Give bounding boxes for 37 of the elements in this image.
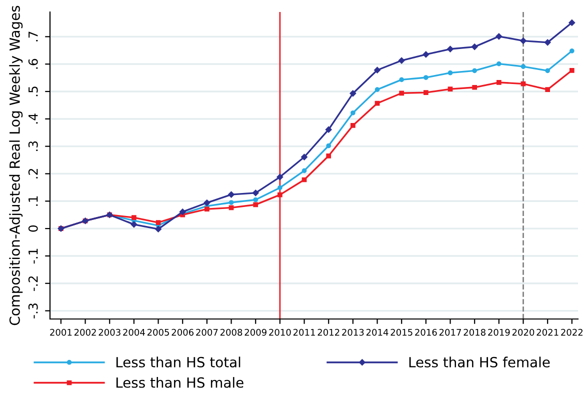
- x-tick-label: 2008: [220, 328, 242, 336]
- x-tick-label: 2005: [147, 328, 169, 336]
- y-tick-label: -.2: [28, 276, 38, 291]
- y-tick-label: .4: [28, 114, 38, 124]
- x-tick-label: 2003: [98, 328, 120, 336]
- x-tick-label: 2016: [415, 328, 437, 336]
- x-tick-label: 2004: [123, 328, 145, 336]
- x-tick-label: 2017: [439, 328, 461, 336]
- x-tick-label: 2001: [50, 328, 72, 336]
- x-tick-label: 2021: [536, 328, 558, 336]
- y-tick-label: .2: [28, 169, 38, 178]
- x-tick-label: 2013: [342, 328, 364, 336]
- x-tick-label: 2002: [74, 328, 96, 336]
- y-tick-label: -.1: [28, 248, 38, 264]
- y-tick-label: .7: [28, 32, 38, 42]
- x-tick-label: 2020: [512, 328, 534, 336]
- y-tick-label: .5: [28, 86, 38, 96]
- x-tick-label: 2019: [488, 328, 510, 336]
- x-tick-label: 2012: [318, 328, 340, 336]
- y-tick-label: .6: [28, 58, 38, 69]
- x-tick-label: 2015: [390, 328, 412, 336]
- x-tick-label: 2007: [196, 328, 218, 336]
- y-tick-label: 0: [28, 225, 38, 232]
- x-tick-label: 2010: [269, 328, 291, 336]
- x-tick-label: 2009: [244, 328, 266, 336]
- x-tick-label: 2014: [366, 328, 388, 336]
- y-tick-label: .1: [28, 196, 38, 206]
- x-tick-label: 2018: [464, 328, 486, 336]
- x-tick-label: 2022: [561, 328, 582, 336]
- legend-label: Less than HS total: [116, 356, 240, 368]
- y-tick-label: -.3: [28, 304, 38, 318]
- x-tick-label: 2006: [172, 328, 194, 336]
- x-tick-label: 2011: [293, 328, 315, 336]
- legend-label: Less than HS female: [409, 356, 550, 368]
- y-axis-title: Composition-Adjusted Real Log Weekly Wages: [9, 6, 23, 326]
- y-tick-label: .3: [28, 141, 38, 151]
- legend-label: Less than HS male: [116, 377, 244, 388]
